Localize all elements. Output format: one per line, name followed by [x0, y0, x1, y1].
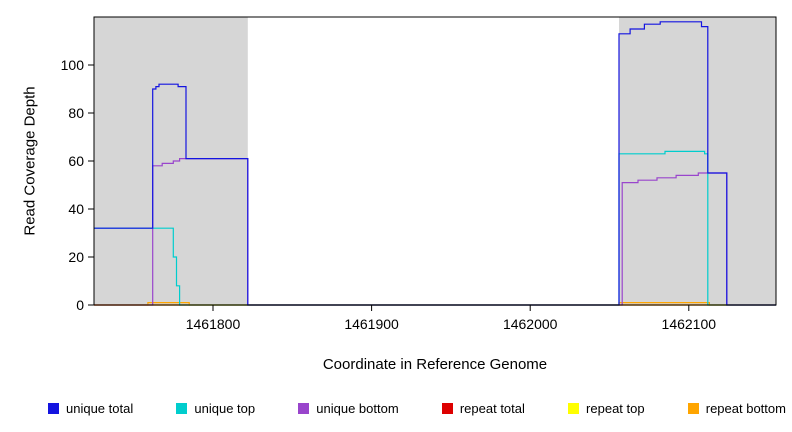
- x-tick-label: 1462000: [503, 316, 558, 332]
- legend-label: unique bottom: [316, 400, 399, 416]
- legend-item: unique top: [176, 401, 255, 416]
- shaded-region: [94, 17, 248, 305]
- legend-swatch-icon: [176, 402, 188, 414]
- x-tick-label: 1462100: [662, 316, 717, 332]
- y-tick-label: 60: [68, 153, 84, 169]
- legend-item: repeat top: [568, 401, 645, 416]
- legend-swatch-icon: [568, 402, 580, 414]
- legend-label: repeat bottom: [705, 400, 786, 416]
- y-tick-label: 80: [68, 105, 84, 121]
- legend-swatch-icon: [441, 402, 453, 414]
- legend-label: unique top: [194, 400, 256, 416]
- series-unique-bottom: [94, 158, 776, 306]
- y-axis-title: Read Coverage Depth: [21, 86, 39, 236]
- legend-label: repeat total: [459, 400, 525, 416]
- x-axis-title: Coordinate in Reference Genome: [322, 356, 548, 373]
- y-tick-label: 40: [68, 201, 84, 217]
- legend-label: unique total: [66, 400, 134, 416]
- series-unique-total: [94, 21, 776, 306]
- legend-item: unique total: [48, 401, 133, 416]
- coverage-plot: 1461800 1461900 1462000 1462100 0 20 40 60 80 100: [61, 16, 777, 332]
- legend-item: repeat bottom: [687, 400, 786, 416]
- legend-swatch-icon: [48, 402, 59, 414]
- legend-item: unique bottom: [298, 400, 399, 416]
- legend-item: repeat total: [441, 400, 525, 416]
- legend-swatch-icon: [687, 402, 699, 414]
- legend-swatch-icon: [298, 402, 310, 414]
- y-tick-label: 100: [61, 57, 85, 73]
- legend-label: repeat top: [586, 400, 645, 416]
- legend: unique total unique top unique bottom repea…: [48, 398, 786, 418]
- shaded-region: [619, 17, 776, 305]
- x-tick-label: 1461900: [344, 316, 399, 332]
- y-tick-label: 0: [76, 297, 84, 313]
- y-tick-label: 20: [68, 249, 84, 265]
- x-tick-label: 1461800: [186, 316, 241, 332]
